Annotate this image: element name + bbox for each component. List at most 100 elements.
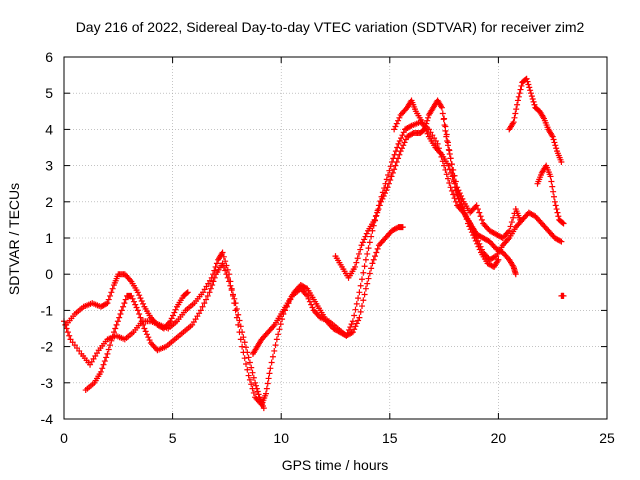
data-point — [358, 242, 365, 249]
data-point — [371, 216, 378, 223]
data-point — [237, 323, 244, 330]
data-point — [375, 206, 382, 213]
data-point — [409, 130, 416, 137]
data-point — [107, 292, 114, 299]
data-point — [558, 158, 565, 165]
data-points — [61, 75, 567, 412]
data-point — [392, 162, 399, 169]
data-point — [526, 84, 533, 91]
data-point — [442, 166, 449, 173]
data-point — [374, 209, 381, 216]
data-point — [473, 202, 480, 209]
data-point — [445, 162, 452, 169]
data-point — [255, 391, 262, 398]
data-point — [506, 227, 513, 234]
data-point — [103, 354, 110, 361]
data-point — [353, 259, 360, 266]
data-point — [101, 358, 108, 365]
data-point — [382, 190, 389, 197]
data-point — [392, 123, 399, 130]
data-point — [399, 224, 406, 231]
data-point — [362, 233, 369, 240]
data-point — [548, 178, 555, 185]
data-point — [550, 136, 557, 143]
data-point — [557, 237, 564, 244]
data-point — [201, 300, 208, 307]
data-point — [355, 295, 362, 302]
data-point — [508, 219, 515, 226]
data-point — [456, 190, 463, 197]
data-point — [386, 167, 393, 174]
data-point — [446, 147, 453, 154]
data-point — [183, 290, 190, 297]
data-point — [308, 301, 315, 308]
data-point — [400, 142, 407, 149]
data-point — [498, 234, 505, 241]
data-point — [229, 291, 236, 298]
data-point — [351, 326, 358, 333]
data-point — [233, 305, 240, 312]
data-point — [133, 304, 140, 311]
data-point — [396, 114, 403, 121]
data-point — [233, 314, 240, 321]
data-point — [451, 195, 458, 202]
data-point — [372, 253, 379, 260]
data-point — [353, 320, 360, 327]
data-point — [249, 369, 256, 376]
data-point — [446, 179, 453, 186]
data-point — [207, 285, 214, 292]
data-point — [275, 331, 282, 338]
data-point — [359, 239, 366, 246]
data-point — [352, 323, 359, 330]
data-point — [168, 315, 175, 322]
data-point — [252, 379, 259, 386]
data-point — [246, 359, 253, 366]
data-point — [446, 166, 453, 173]
data-point — [103, 300, 110, 307]
data-point — [524, 78, 531, 85]
data-point — [243, 360, 250, 367]
data-point — [108, 337, 115, 344]
data-point — [510, 214, 517, 221]
data-point — [209, 282, 216, 289]
data-point — [443, 131, 450, 138]
data-point — [358, 276, 365, 283]
data-point — [477, 213, 484, 220]
data-point — [203, 296, 210, 303]
data-point — [349, 318, 356, 325]
data-point — [547, 173, 554, 180]
data-point — [172, 306, 179, 313]
data-point — [109, 333, 116, 340]
data-point — [447, 155, 454, 162]
data-point — [423, 127, 430, 134]
data-point — [136, 311, 143, 318]
data-point — [361, 236, 368, 243]
data-point — [369, 260, 376, 267]
data-point — [560, 292, 567, 299]
data-point — [507, 223, 514, 230]
data-point — [393, 158, 400, 165]
data-point — [554, 209, 561, 216]
data-point — [262, 390, 269, 397]
data-point — [551, 193, 558, 200]
data-point — [132, 301, 139, 308]
y-axis-label: SDTVAR / TECUs — [6, 183, 22, 295]
data-point — [515, 93, 522, 100]
x-tick-label: 15 — [382, 430, 398, 446]
data-point — [250, 389, 257, 396]
data-point — [384, 184, 391, 191]
data-point — [442, 123, 449, 130]
data-point — [517, 86, 524, 93]
y-tick-label: 3 — [45, 158, 53, 174]
data-point — [378, 198, 385, 205]
data-point — [227, 282, 234, 289]
data-point — [222, 267, 229, 274]
data-point — [213, 260, 220, 267]
data-point — [439, 110, 446, 117]
data-point — [272, 342, 279, 349]
data-point — [467, 226, 474, 233]
data-point — [383, 187, 390, 194]
data-point — [397, 148, 404, 155]
data-point — [368, 233, 375, 240]
data-point — [396, 137, 403, 144]
